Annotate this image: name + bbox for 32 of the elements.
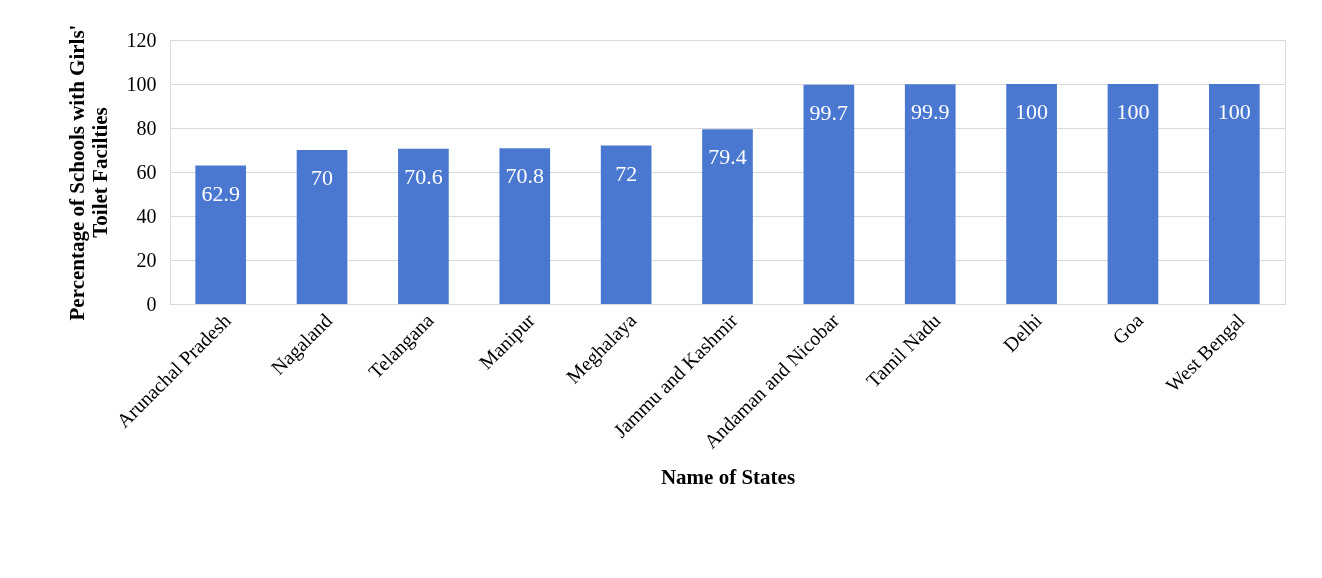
data-label: 99.9 xyxy=(910,99,950,125)
bar xyxy=(499,148,551,304)
data-label: 62.9 xyxy=(201,180,240,206)
y-tick-label: 80 xyxy=(136,116,157,139)
data-label: 79.4 xyxy=(708,144,747,170)
y-tick-label: 40 xyxy=(136,204,157,227)
bar xyxy=(1107,84,1159,304)
bar xyxy=(1006,84,1057,304)
data-label: 100 xyxy=(1116,99,1150,124)
bar xyxy=(803,84,855,304)
data-label: 70 xyxy=(311,165,334,190)
bar xyxy=(296,150,348,304)
bar xyxy=(600,145,652,304)
bar xyxy=(1208,84,1260,304)
y-axis-title: Percentage of Schools with Girls' Toilet Facilties xyxy=(64,24,112,321)
data-label: 72 xyxy=(615,160,638,186)
y-tick-label: 20 xyxy=(136,248,157,271)
x-axis-title: Name of States xyxy=(660,464,796,489)
y-tick-label: 120 xyxy=(126,28,157,51)
y-tick-label: 100 xyxy=(126,72,157,95)
y-tick-label: 0 xyxy=(146,292,157,315)
data-label: 99.7 xyxy=(809,99,849,125)
bar xyxy=(398,148,449,304)
y-tick-label: 60 xyxy=(136,160,157,183)
data-label: 70.8 xyxy=(505,163,545,189)
bar xyxy=(904,84,956,304)
data-label: 100 xyxy=(1217,99,1251,124)
data-label: 70.6 xyxy=(404,163,443,189)
x-tick-label: Goa xyxy=(1107,309,1148,349)
bar xyxy=(195,165,247,304)
bar xyxy=(702,129,753,304)
data-label: 100 xyxy=(1015,99,1049,124)
